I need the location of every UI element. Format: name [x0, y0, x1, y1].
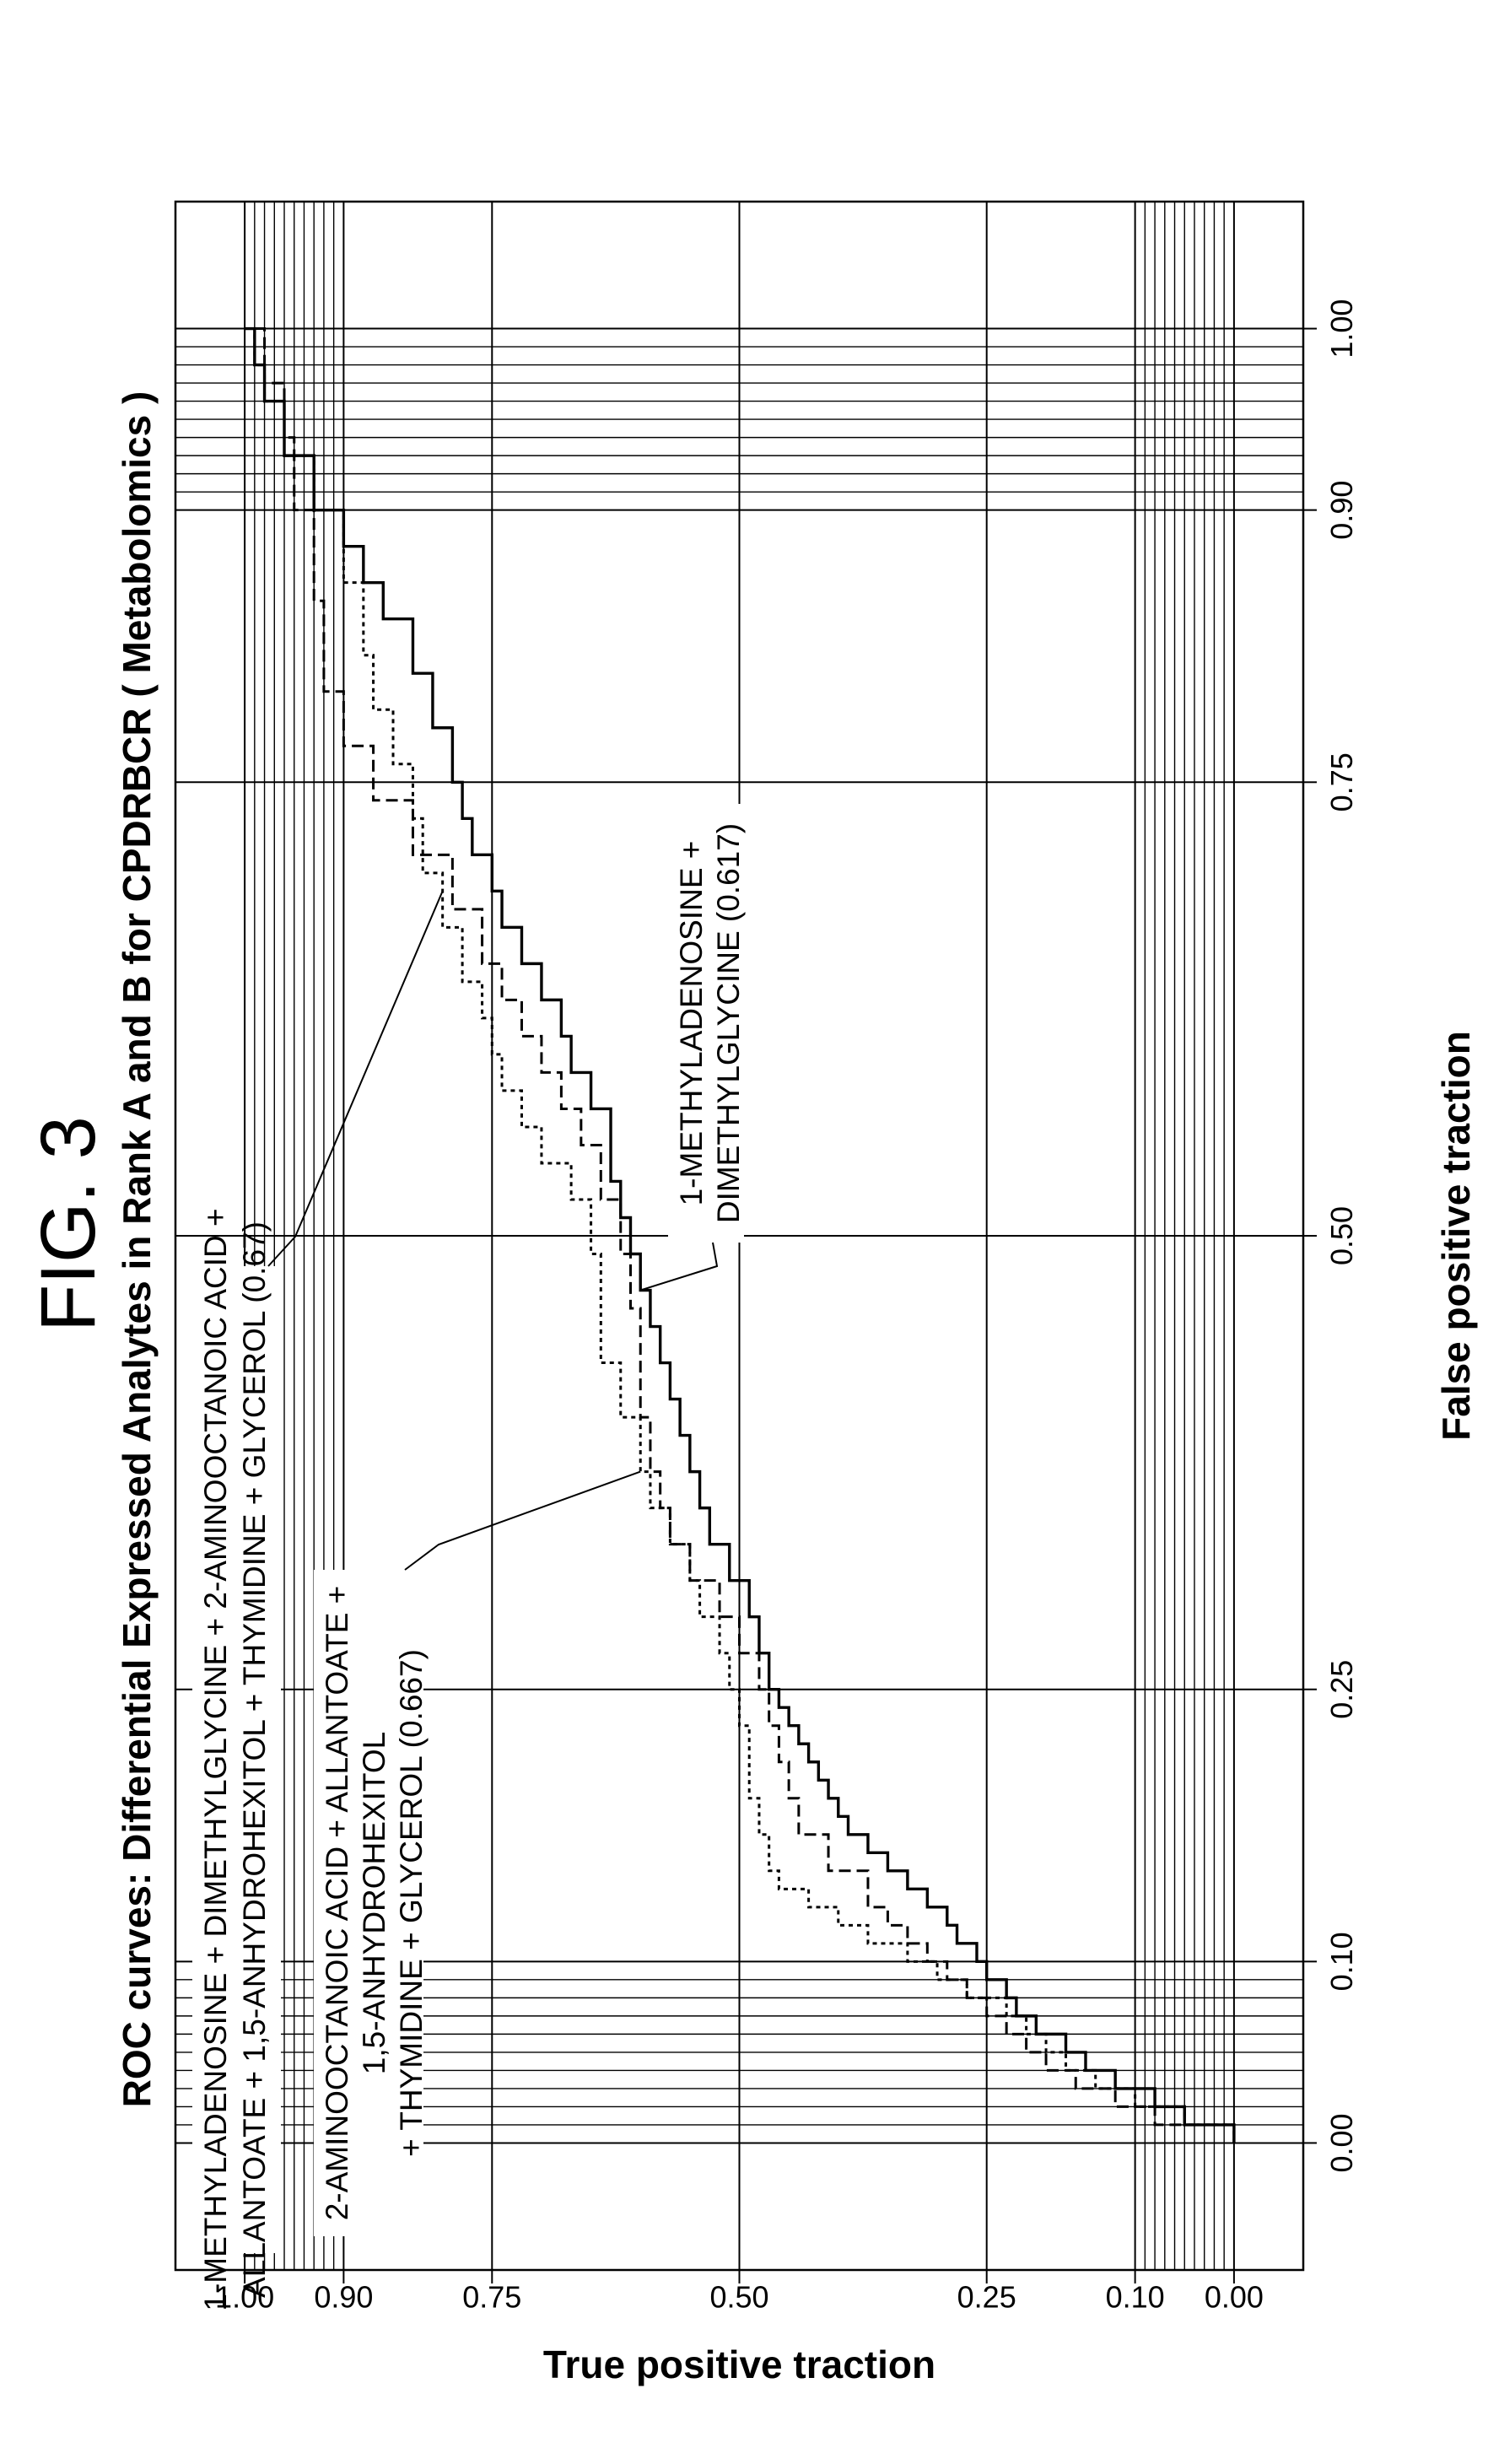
curve-layer	[245, 326, 1236, 2143]
x-tick-label: 0.25	[1324, 1660, 1359, 1719]
x-tick-label: 0.10	[1324, 1932, 1359, 1991]
y-tick-label: 0.00	[1205, 2280, 1264, 2315]
annotation-text: ALLANTOATE + 1,5-ANHYDROHEXITOL + THYMID…	[237, 1221, 272, 2298]
x-axis-label: False positive traction	[1434, 1031, 1478, 1441]
roc-curve-solid	[245, 326, 1236, 2143]
y-tick-label: 0.10	[1106, 2280, 1165, 2315]
annotation-text: 1,5-ANHYDROHEXITOL	[357, 1732, 391, 2074]
annotation-text: 2-AMINOOCTANOIC ACID + ALLANTOATE +	[320, 1586, 354, 2221]
annotation-text: 1-METHYLADENOSINE + DIMETHYLGLYCINE + 2-…	[198, 1208, 233, 2310]
y-tick-label: 0.75	[462, 2280, 521, 2315]
annotation-text: 1-METHYLADENOSINE +	[674, 841, 709, 1206]
annotation-text: + THYMIDINE + GLYCEROL (0.667)	[394, 1649, 429, 2157]
x-tick-label: 0.75	[1324, 752, 1359, 811]
chart-title: ROC curves: Differential Expressed Analy…	[115, 391, 159, 2108]
y-tick-label: 0.90	[314, 2280, 373, 2315]
annotation-leader	[639, 1242, 719, 1291]
x-tick-label: 0.50	[1324, 1206, 1359, 1265]
annotation-layer: 1-METHYLADENOSINE + DIMETHYLGLYCINE + 2-…	[192, 804, 746, 2311]
annotation-leader	[267, 890, 444, 1267]
tick-layer: 0.00 0.10 0.25 0.50 0.75 0.90 1.00 0.00 0.10 0.25…	[215, 299, 1359, 2315]
x-tick-label: 0.00	[1324, 2113, 1359, 2172]
annotation-backdrop	[668, 804, 744, 1243]
figure-label: FIG. 3	[25, 1116, 111, 1332]
y-axis-label: True positive traction	[543, 2343, 935, 2386]
annotation-text: DIMETHYLGLYCINE (0.617)	[711, 823, 746, 1223]
annotation-leader	[404, 1470, 641, 1571]
x-tick-label: 1.00	[1324, 299, 1359, 359]
annotation-backdrop	[192, 1266, 281, 2253]
y-tick-label: 0.25	[957, 2280, 1016, 2315]
y-tick-label: 0.50	[709, 2280, 768, 2315]
annotation-backdrop	[314, 1570, 423, 2236]
roc-curve-dotted	[245, 327, 1236, 2143]
y-tick-label: 1.00	[215, 2280, 274, 2315]
x-tick-label: 0.90	[1324, 481, 1359, 540]
grid-layer	[175, 202, 1303, 2270]
